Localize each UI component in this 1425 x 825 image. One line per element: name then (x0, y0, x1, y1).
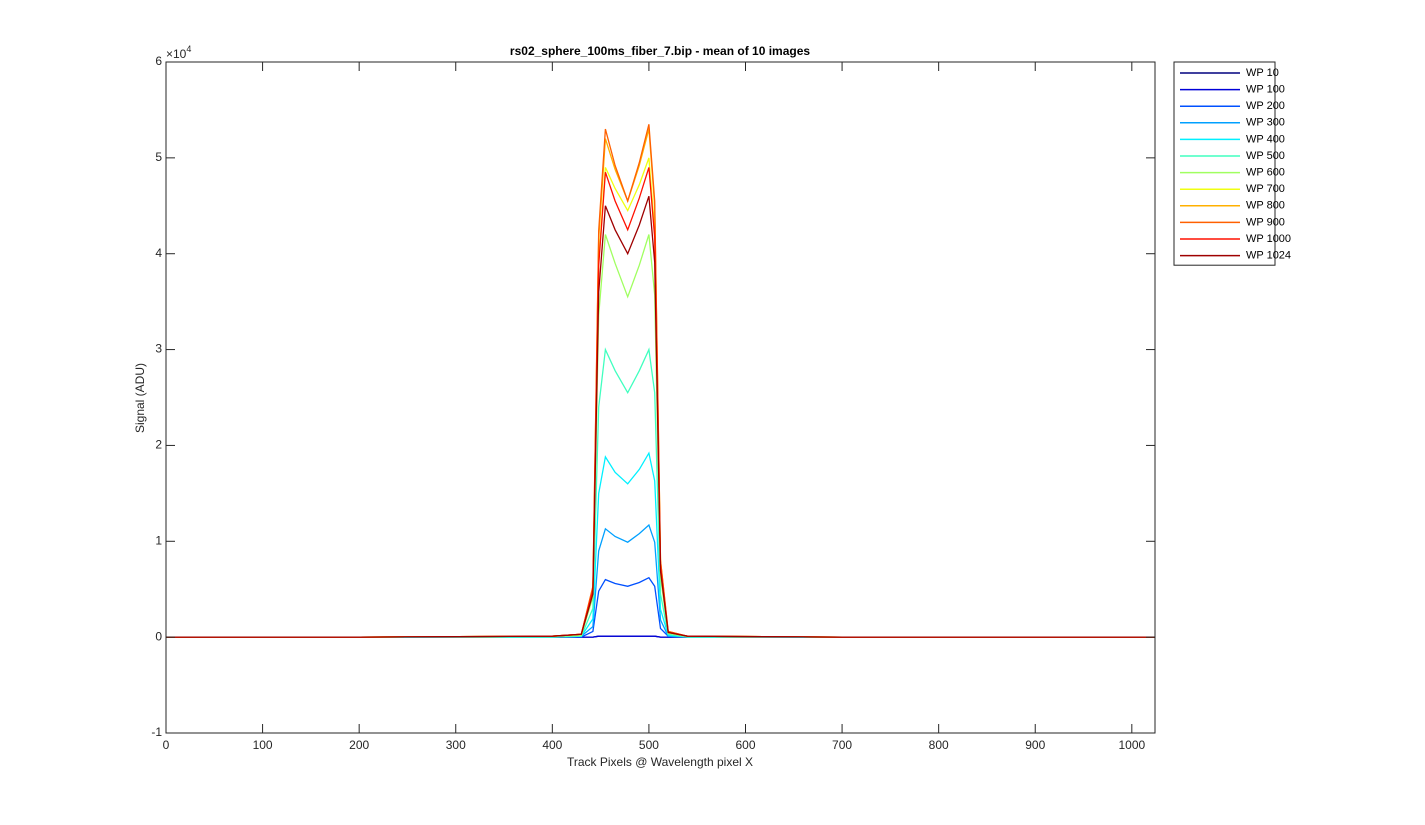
x-tick-label: 400 (542, 738, 562, 752)
y-tick-label: 5 (155, 150, 162, 164)
y-tick-label: -1 (151, 725, 162, 739)
x-axis-label: Track Pixels @ Wavelength pixel X (567, 755, 753, 769)
x-tick-label: 800 (929, 738, 949, 752)
x-tick-label: 1000 (1118, 738, 1145, 752)
y-tick-label: 2 (155, 438, 162, 452)
y-tick-label: 1 (155, 533, 162, 547)
plot-frame (165, 61, 1156, 734)
y-multiplier-base: ×10 (166, 47, 187, 61)
legend-label: WP 10 (1246, 67, 1279, 79)
legend-label: WP 200 (1246, 100, 1285, 112)
legend-label: WP 1024 (1246, 250, 1291, 262)
x-tick-label: 700 (832, 738, 852, 752)
y-tick-label: 4 (155, 246, 162, 260)
legend-label: WP 900 (1246, 216, 1285, 228)
legend-label: WP 400 (1246, 133, 1285, 145)
y-tick-label: 0 (155, 629, 162, 643)
legend-label: WP 700 (1246, 183, 1285, 195)
x-tick-label: 300 (446, 738, 466, 752)
x-tick-label: 200 (349, 738, 369, 752)
series-line (166, 347, 1155, 638)
legend-box (1173, 61, 1276, 266)
legend-label: WP 1000 (1246, 233, 1291, 245)
legend-label: WP 300 (1246, 117, 1285, 129)
x-tick-label: 0 (163, 738, 170, 752)
legend-label: WP 800 (1246, 200, 1285, 212)
x-tick-label: 600 (735, 738, 755, 752)
y-axis-label: Signal (ADU) (133, 363, 147, 433)
y-tick-label: 6 (155, 54, 162, 68)
chart-title: rs02_sphere_100ms_fiber_7.bip - mean of … (510, 44, 810, 58)
series-line (166, 195, 1155, 638)
legend-label: WP 100 (1246, 84, 1285, 96)
legend-label: WP 500 (1246, 150, 1285, 162)
legend-label: WP 600 (1246, 167, 1285, 179)
x-tick-label: 500 (639, 738, 659, 752)
x-tick-label: 900 (1025, 738, 1045, 752)
x-tick-label: 100 (253, 738, 273, 752)
y-tick-label: 3 (155, 342, 162, 356)
y-multiplier-exponent: 4 (186, 44, 191, 54)
y-multiplier: ×104 (166, 44, 191, 61)
